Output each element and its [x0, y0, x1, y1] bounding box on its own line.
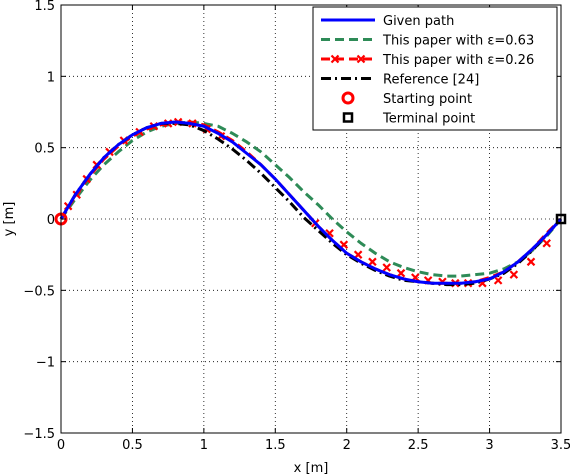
legend-swatch-marker — [356, 54, 366, 64]
legend-label-3: Reference [24] — [383, 73, 479, 88]
y-tick-label: −1.5 — [23, 427, 55, 442]
series-marker-2 — [368, 257, 377, 267]
legend: Given path This paper with ε=0.63 This pap… — [312, 6, 558, 131]
x-tick-label: 1.5 — [265, 438, 286, 453]
y-tick-label: 0 — [47, 213, 55, 228]
x-tick-label: 1 — [200, 438, 208, 453]
legend-swatch-marker — [330, 54, 340, 64]
x-axis-label: x [m] — [294, 461, 329, 476]
x-marker-stroke — [509, 270, 519, 279]
series-line-1 — [59, 120, 563, 278]
legend-label-1: This paper with ε=0.63 — [382, 34, 534, 49]
series-marker-2 — [542, 238, 551, 248]
legend-start-symbol — [341, 91, 355, 105]
series-marker-2 — [509, 270, 519, 279]
x-marker-stroke — [382, 263, 391, 272]
x-marker-stroke — [542, 238, 551, 248]
x-marker-stroke — [356, 54, 366, 64]
y-tick-label: −0.5 — [23, 284, 55, 299]
x-tick-label: 0 — [57, 438, 65, 453]
x-tick-label: 2 — [343, 438, 351, 453]
x-tick-label: 3 — [485, 438, 493, 453]
series-marker-2 — [396, 268, 406, 278]
legend-label-0: Given path — [383, 14, 454, 29]
legend-label-2: This paper with ε=0.26 — [382, 53, 534, 68]
axis-ticks: 0 0.5 1 1.5 2 2.5 3 3.5 1.5 1 0.5 0 −0.5 −1 −1.5 — [23, 0, 570, 453]
y-tick-label: 1.5 — [34, 0, 55, 14]
x-tick-label: 2.5 — [408, 438, 429, 453]
series-line-2 — [59, 120, 563, 285]
legend-terminal-symbol — [342, 112, 354, 123]
legend-box — [312, 6, 558, 131]
series-layer — [59, 117, 563, 288]
x-marker-stroke — [493, 276, 503, 285]
series-marker-2 — [382, 263, 391, 272]
y-axis-label: y [m] — [2, 202, 17, 237]
x-tick-label: 3.5 — [551, 438, 570, 453]
y-tick-label: 1 — [47, 70, 55, 85]
x-tick-label: 0.5 — [122, 438, 143, 453]
series-marker-2 — [526, 257, 536, 267]
series-line-0 — [59, 120, 563, 285]
x-marker-stroke — [330, 54, 340, 64]
legend-point-label-1: Terminal point — [382, 112, 475, 127]
legend-point-label-0: Starting point — [383, 92, 472, 107]
x-marker-stroke — [526, 257, 536, 267]
series-marker-2 — [493, 276, 503, 285]
x-marker-stroke — [396, 268, 406, 278]
y-tick-label: 0.5 — [34, 142, 55, 157]
y-tick-label: −1 — [36, 356, 55, 371]
x-marker-stroke — [368, 257, 377, 267]
